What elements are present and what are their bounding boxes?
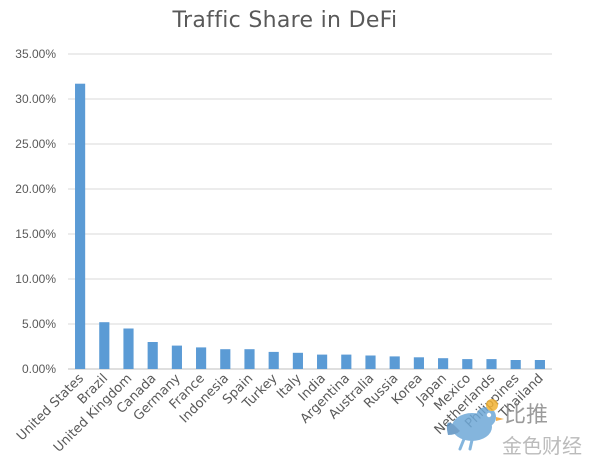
bar xyxy=(486,359,497,369)
bar xyxy=(244,349,255,369)
bar xyxy=(196,347,207,369)
bar xyxy=(413,357,424,369)
y-tick-label: 5.00% xyxy=(22,317,56,331)
bar xyxy=(171,345,182,369)
bar xyxy=(99,322,110,369)
bar xyxy=(438,358,449,369)
y-tick-label: 20.00% xyxy=(15,182,56,196)
chart-title: Traffic Share in DeFi xyxy=(172,8,398,33)
bars xyxy=(75,83,545,369)
y-tick-label: 25.00% xyxy=(15,137,56,151)
y-tick-label: 35.00% xyxy=(15,47,56,61)
gridlines xyxy=(68,53,552,325)
bar xyxy=(534,360,545,369)
bar xyxy=(123,328,134,369)
bar xyxy=(389,356,400,369)
bar xyxy=(462,359,473,369)
y-axis-tick-labels: 0.00% 5.00% 10.00% 15.00% 20.00% 25.00% 30.00%… xyxy=(15,47,56,376)
y-tick-label: 30.00% xyxy=(15,92,56,106)
bar xyxy=(147,342,158,369)
bar xyxy=(292,352,303,369)
bar xyxy=(268,351,279,369)
bar xyxy=(220,349,231,369)
bar xyxy=(341,354,352,369)
y-tick-label: 10.00% xyxy=(15,272,56,286)
bar xyxy=(365,355,376,369)
bar xyxy=(317,354,328,369)
bar xyxy=(75,83,86,369)
bar xyxy=(510,360,521,369)
y-tick-label: 0.00% xyxy=(22,362,56,376)
y-tick-label: 15.00% xyxy=(15,227,56,241)
